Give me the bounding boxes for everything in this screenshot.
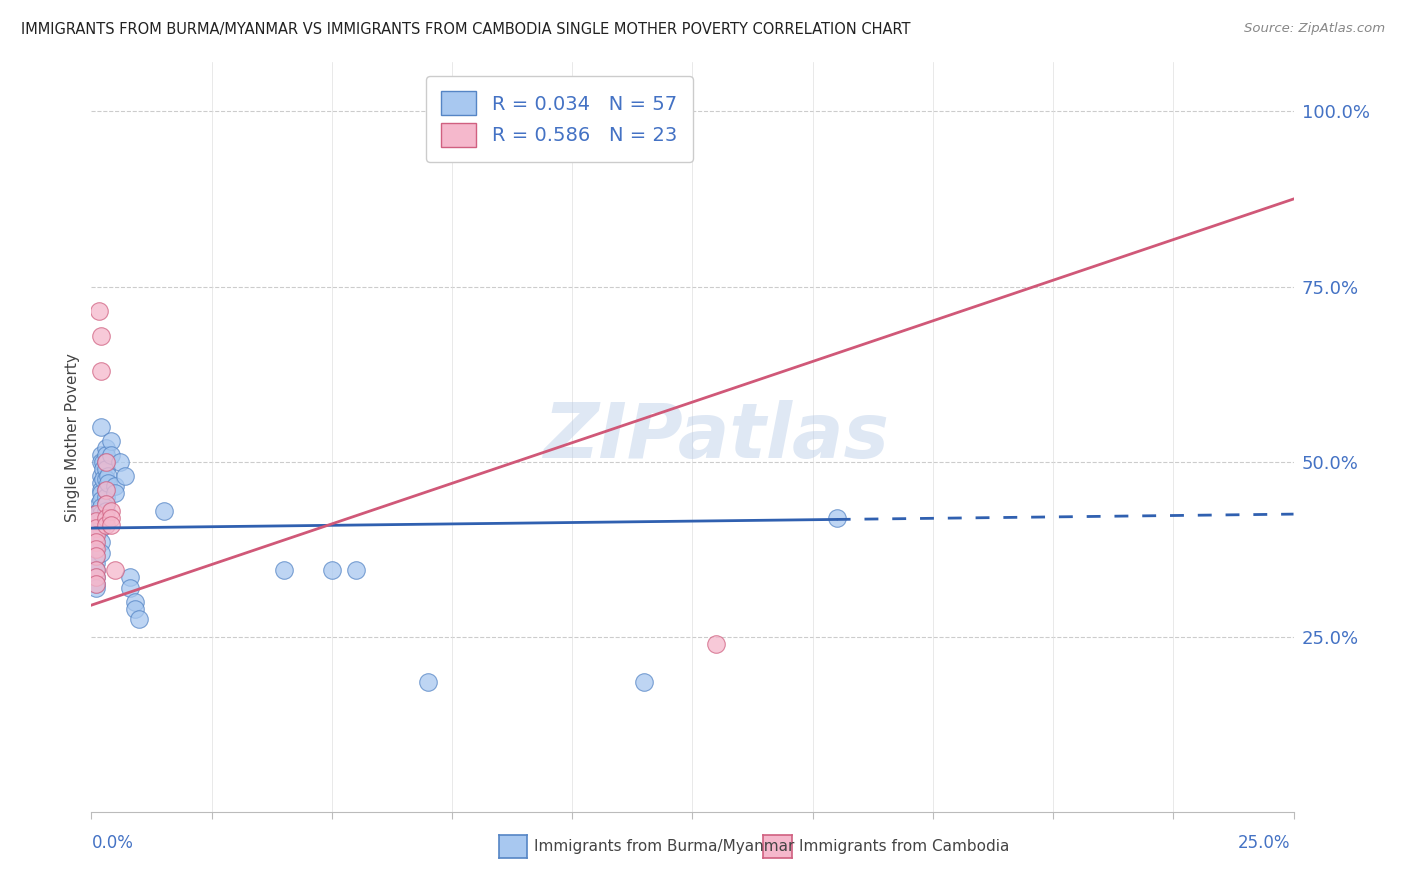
Point (84, 549, 107, 563)
Point (90, 486, 112, 500)
Point (84, 521, 107, 535)
Point (118, 581, 141, 595)
Point (84, 570, 107, 584)
Text: IMMIGRANTS FROM BURMA/MYANMAR VS IMMIGRANTS FROM CAMBODIA SINGLE MOTHER POVERTY : IMMIGRANTS FROM BURMA/MYANMAR VS IMMIGRA… (21, 22, 911, 37)
Point (110, 454, 132, 468)
Point (633, 675, 655, 690)
Point (152, 503, 174, 517)
Point (90, 328, 112, 343)
Point (84, 528, 107, 542)
Point (100, 434, 122, 448)
Point (84, 577, 107, 591)
Point (90, 535, 112, 549)
Point (90, 507, 112, 521)
Text: Immigrants from Burma/Myanmar: Immigrants from Burma/Myanmar (534, 839, 794, 854)
Text: Source: ZipAtlas.com: Source: ZipAtlas.com (1244, 22, 1385, 36)
Point (90, 419, 112, 434)
Point (94, 497, 117, 511)
Point (825, 510, 848, 524)
Point (90, 500, 112, 515)
Point (561, 101, 583, 115)
Point (100, 503, 122, 517)
Point (90, 475, 112, 490)
Text: Immigrants from Cambodia: Immigrants from Cambodia (799, 839, 1010, 854)
Point (90, 454, 112, 468)
Y-axis label: Single Mother Poverty: Single Mother Poverty (65, 352, 80, 522)
Point (94, 461, 117, 475)
Point (706, 637, 728, 651)
Point (90, 468, 112, 483)
Point (97, 475, 120, 490)
Point (94, 497, 117, 511)
Point (90, 514, 112, 528)
Point (84, 521, 107, 535)
Point (416, 675, 439, 690)
Point (94, 483, 117, 497)
Point (94, 454, 117, 468)
Point (93, 472, 115, 486)
Point (94, 483, 117, 497)
Point (84, 507, 107, 521)
Legend: R = 0.034   N = 57, R = 0.586   N = 23: R = 0.034 N = 57, R = 0.586 N = 23 (426, 76, 693, 162)
Point (104, 563, 127, 577)
Point (84, 577, 107, 591)
Point (94, 441, 117, 455)
Point (94, 517, 117, 532)
Point (84, 535, 107, 549)
Point (87, 503, 110, 517)
Point (84, 535, 107, 549)
Point (94, 454, 117, 468)
Point (90, 363, 112, 377)
Point (118, 570, 141, 584)
Point (124, 601, 146, 615)
Point (93, 461, 115, 475)
Text: ZIPatlas: ZIPatlas (544, 401, 890, 474)
Text: 0.0%: 0.0% (91, 834, 134, 852)
Point (84, 528, 107, 542)
Point (84, 542, 107, 557)
Point (87, 497, 110, 511)
Point (84, 514, 107, 528)
Point (100, 448, 122, 462)
Point (114, 468, 136, 483)
Point (273, 563, 295, 577)
Point (84, 542, 107, 557)
Point (97, 468, 120, 483)
Point (100, 510, 122, 524)
Point (90, 448, 112, 462)
Point (100, 517, 122, 532)
Point (90, 521, 112, 535)
Point (90, 493, 112, 508)
Point (84, 563, 107, 577)
Point (87, 304, 110, 318)
Point (84, 556, 107, 570)
Point (94, 503, 117, 517)
Point (84, 563, 107, 577)
Point (104, 486, 127, 500)
Point (94, 490, 117, 504)
Point (84, 549, 107, 563)
Point (84, 570, 107, 584)
Point (90, 546, 112, 560)
Point (344, 563, 367, 577)
Point (93, 454, 115, 468)
Point (128, 612, 150, 626)
Point (104, 479, 127, 493)
Point (84, 514, 107, 528)
Point (94, 510, 117, 524)
Point (84, 581, 107, 595)
Point (321, 563, 343, 577)
Point (94, 448, 117, 462)
Point (90, 483, 112, 497)
Text: 25.0%: 25.0% (1239, 834, 1291, 852)
Point (124, 594, 146, 608)
Point (94, 472, 117, 486)
Point (84, 507, 107, 521)
